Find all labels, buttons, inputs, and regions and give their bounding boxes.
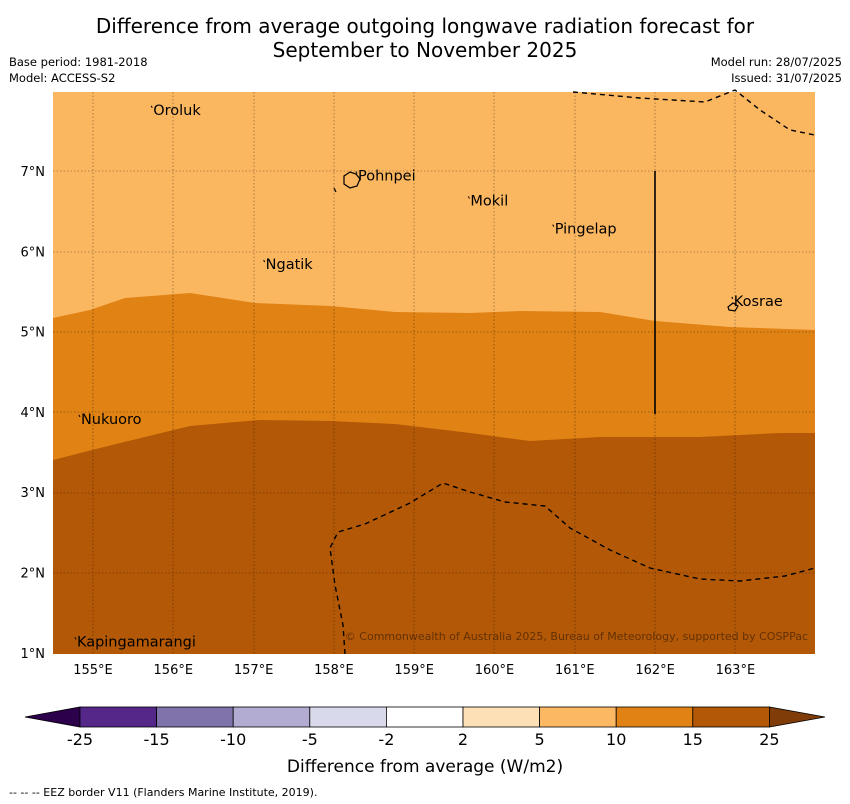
map-title-line1: Difference from average outgoing longwav…	[95, 14, 755, 38]
latitude-label: 1°N	[21, 647, 46, 662]
place-label-ngatik: Ngatik	[266, 257, 314, 273]
place-marker	[355, 171, 358, 174]
longitude-label: 162°E	[635, 663, 675, 678]
place-label-pohnpei: Pohnpei	[358, 169, 416, 185]
base-period-text: Base period: 1981-2018	[9, 55, 148, 69]
place-label-pingelap: Pingelap	[555, 222, 617, 238]
colorbar-tick-label: -2	[378, 730, 394, 749]
colorbar-segment	[79, 706, 157, 728]
colorbar-low-extension	[24, 706, 81, 728]
issued-text: Issued: 31/07/2025	[731, 71, 842, 85]
longitude-label: 159°E	[394, 663, 434, 678]
colorbar-tick-label: 10	[606, 730, 626, 749]
pohnpei-island	[343, 171, 361, 189]
longitude-label: 158°E	[314, 663, 354, 678]
colorbar-tick-label: 5	[535, 730, 545, 749]
eez-footnote: -- -- -- EEZ border V11 (Flanders Marine…	[9, 786, 318, 799]
model-run-text: Model run: 28/07/2025	[710, 55, 842, 69]
colorbar-tick-label: 2	[458, 730, 468, 749]
colorbar: -25 -15 -10 -5 -2 2 5 10 15 25	[24, 706, 826, 749]
map-plot-area: Oroluk Pohnpei Mokil Pingelap Ngatik Kosrae Nu…	[53, 89, 816, 655]
latitude-label: 3°N	[21, 486, 46, 501]
place-label-kapingamarangi: Kapingamarangi	[77, 634, 196, 650]
place-marker	[150, 105, 153, 109]
band-15-to-25	[53, 420, 815, 654]
colorbar-label: Difference from average (W/m2)	[287, 757, 563, 777]
colorbar-segment	[692, 706, 770, 728]
longitude-label: 156°E	[154, 663, 194, 678]
colorbar-tick-label: -15	[144, 730, 170, 749]
colorbar-segment	[232, 706, 311, 728]
place-label-kosrae: Kosrae	[734, 294, 783, 310]
colorbar-high-extension	[769, 706, 826, 728]
colorbar-tick-label: -5	[302, 730, 318, 749]
longitude-labels: 155°E 156°E 157°E 158°E 159°E 160°E 161°E 162°E…	[73, 663, 755, 678]
place-marker	[467, 196, 470, 199]
place-marker	[552, 224, 555, 227]
colorbar-segment	[539, 706, 617, 728]
model-text: Model: ACCESS-S2	[9, 71, 116, 85]
place-labels: Oroluk Pohnpei Mokil Pingelap Ngatik Kosrae Nu…	[74, 103, 783, 650]
gridlines	[53, 92, 815, 654]
island-outlines	[333, 171, 739, 312]
copyright-text: © Commonwealth of Australia 2025, Bureau…	[345, 630, 808, 643]
colorbar-segment	[462, 706, 540, 728]
colorbar-segment	[615, 706, 694, 728]
colorbar-segment	[309, 706, 387, 728]
colorbar-tick-label: 15	[683, 730, 703, 749]
longitude-label: 155°E	[73, 663, 113, 678]
latitude-label: 6°N	[21, 245, 46, 260]
longitude-label: 163°E	[716, 663, 756, 678]
eez-border	[329, 89, 816, 655]
place-label-nukuoro: Nukuoro	[81, 412, 142, 428]
place-marker	[263, 259, 266, 263]
latitude-label: 5°N	[21, 326, 46, 341]
latitude-label: 4°N	[21, 406, 46, 421]
colorbar-tick-label: -25	[67, 730, 93, 749]
place-marker	[74, 637, 77, 640]
forecast-map: Oroluk Pohnpei Mokil Pingelap Ngatik Kosrae Nu…	[21, 89, 826, 777]
place-label-mokil: Mokil	[470, 194, 508, 210]
map-title-line2: September to November 2025	[272, 38, 578, 62]
colorbar-tick-label: -10	[220, 730, 246, 749]
latitude-label: 7°N	[21, 165, 46, 180]
place-marker	[78, 414, 81, 418]
longitude-label: 161°E	[555, 663, 595, 678]
colorbar-segment	[385, 706, 464, 728]
kosrae-island	[727, 302, 739, 312]
latitude-labels: 7°N 6°N 5°N 4°N 3°N 2°N 1°N	[21, 165, 46, 662]
longitude-label: 157°E	[234, 663, 274, 678]
latitude-label: 2°N	[21, 567, 46, 582]
colorbar-segment	[156, 706, 234, 728]
place-label-oroluk: Oroluk	[153, 103, 201, 119]
colorbar-tick-label: 25	[759, 730, 779, 749]
longitude-label: 160°E	[475, 663, 515, 678]
place-marker	[731, 296, 734, 300]
